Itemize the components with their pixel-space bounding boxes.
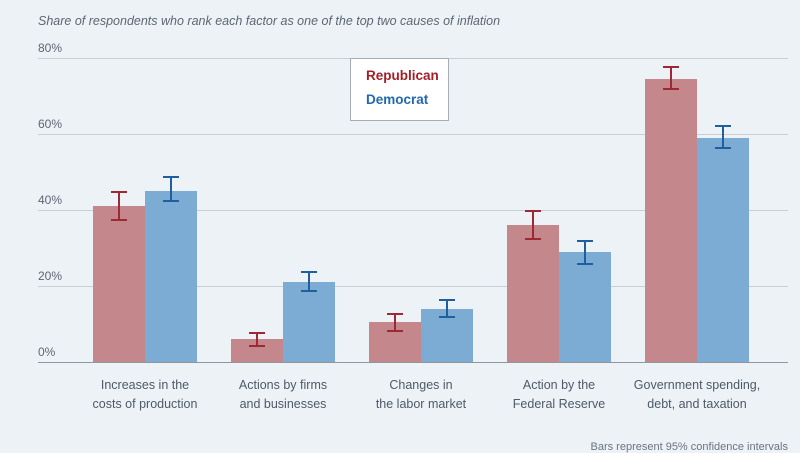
error-bar-democrat — [722, 125, 724, 150]
error-cap-top — [715, 125, 731, 127]
error-cap-top — [301, 271, 317, 273]
error-cap-bottom — [439, 316, 455, 318]
error-cap-bottom — [577, 263, 593, 265]
bar-republican — [93, 206, 145, 362]
error-cap-bottom — [715, 147, 731, 149]
legend: Republican Democrat — [350, 58, 449, 121]
y-tick-label: 40% — [38, 193, 62, 207]
gridline-0 — [38, 362, 788, 363]
legend-item-democrat: Democrat — [366, 92, 448, 107]
y-tick-label: 20% — [38, 269, 62, 283]
bar-democrat — [559, 252, 611, 362]
x-category-label: Government spending, debt, and taxation — [612, 376, 782, 415]
error-cap-top — [111, 191, 127, 193]
error-cap-bottom — [663, 88, 679, 90]
bar-republican — [507, 225, 559, 362]
error-cap-top — [577, 240, 593, 242]
error-bar-democrat — [584, 240, 586, 265]
error-cap-bottom — [525, 238, 541, 240]
error-bar-democrat — [170, 176, 172, 203]
bottom-caption: Bars represent 95% confidence intervals — [591, 441, 789, 453]
error-bar-republican — [118, 191, 120, 221]
error-cap-top — [163, 176, 179, 178]
error-cap-bottom — [163, 200, 179, 202]
error-cap-bottom — [301, 290, 317, 292]
y-tick-label: 60% — [38, 117, 62, 131]
error-cap-top — [663, 66, 679, 68]
chart-title: Share of respondents who rank each facto… — [38, 14, 500, 28]
y-tick-label: 80% — [38, 41, 62, 55]
error-cap-bottom — [387, 330, 403, 332]
bar-democrat — [283, 282, 335, 362]
error-cap-bottom — [249, 345, 265, 347]
error-cap-bottom — [111, 219, 127, 221]
bar-democrat — [697, 138, 749, 362]
error-cap-top — [249, 332, 265, 334]
error-bar-democrat — [308, 271, 310, 292]
error-bar-republican — [670, 66, 672, 91]
error-cap-top — [439, 299, 455, 301]
error-cap-top — [387, 313, 403, 315]
bar-republican — [645, 79, 697, 362]
legend-item-republican: Republican — [366, 68, 448, 83]
error-bar-republican — [532, 210, 534, 240]
bar-democrat — [145, 191, 197, 362]
error-cap-top — [525, 210, 541, 212]
y-tick-label: 0% — [38, 345, 55, 359]
